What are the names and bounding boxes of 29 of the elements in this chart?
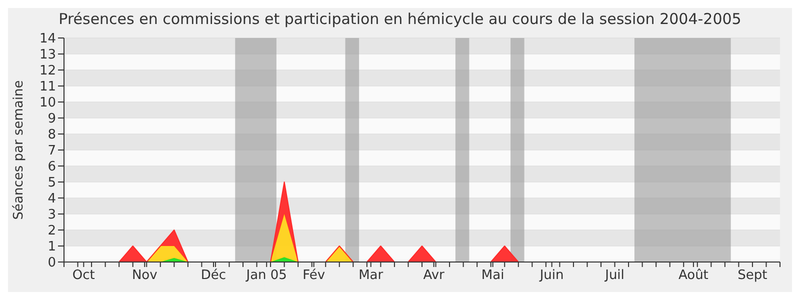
x-tick-label: Mai bbox=[481, 268, 504, 283]
chart-title: Présences en commissions et participation en hémicycle au cours de la session 2004-2005 bbox=[58, 9, 742, 30]
y-tick-label: 0 bbox=[48, 256, 56, 271]
y-tick-label: 8 bbox=[48, 128, 56, 143]
y-tick-label: 9 bbox=[48, 112, 56, 127]
x-tick-label: Avr bbox=[423, 268, 446, 283]
y-tick-label: 7 bbox=[48, 144, 56, 159]
x-tick-label: Oct bbox=[72, 268, 95, 283]
x-tick-label: Jan 05 bbox=[245, 268, 287, 283]
x-tick-label: Juin bbox=[538, 268, 564, 283]
y-tick-label: 14 bbox=[39, 32, 56, 47]
y-tick-label: 1 bbox=[48, 240, 56, 255]
y-tick-label: 12 bbox=[39, 64, 56, 79]
y-tick-label: 11 bbox=[39, 80, 56, 95]
x-tick-label: Mar bbox=[358, 268, 384, 283]
x-tick-label: Fév bbox=[302, 268, 326, 283]
y-axis-title: Séances par semaine bbox=[12, 80, 27, 220]
y-tick-label: 6 bbox=[48, 160, 56, 175]
x-tick-label: Juil bbox=[604, 268, 624, 283]
x-tick-label: Nov bbox=[132, 268, 158, 283]
x-tick-label: Sept bbox=[738, 268, 768, 283]
y-tick-label: 3 bbox=[48, 208, 56, 223]
y-tick-label: 2 bbox=[48, 224, 56, 239]
x-tick-label: Août bbox=[678, 268, 708, 283]
y-tick-label: 10 bbox=[39, 96, 56, 111]
y-tick-label: 13 bbox=[39, 48, 56, 63]
y-tick-label: 4 bbox=[48, 192, 56, 207]
y-tick-label: 5 bbox=[48, 176, 56, 191]
x-tick-label: Déc bbox=[200, 268, 226, 283]
